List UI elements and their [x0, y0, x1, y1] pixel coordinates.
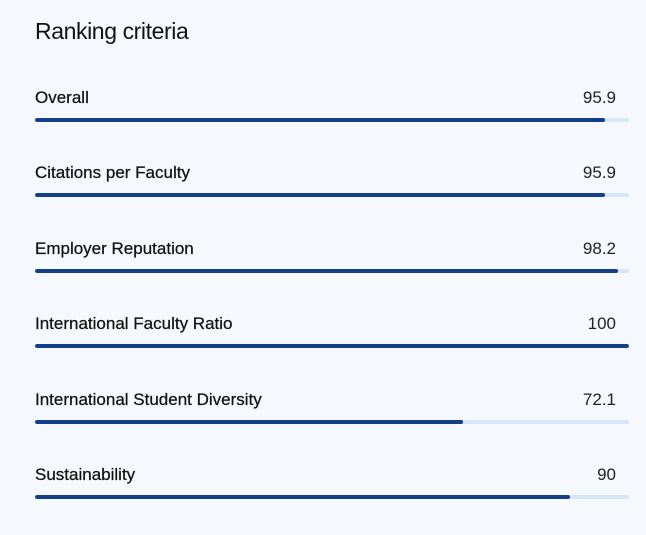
progress-track — [35, 118, 629, 122]
section-title: Ranking criteria — [35, 18, 189, 44]
criterion-row-employer-reputation: Employer Reputation 98.2 — [35, 239, 629, 279]
criterion-row-sustainability: Sustainability 90 — [35, 465, 629, 505]
criterion-label: Overall — [35, 88, 89, 107]
criterion-label: Employer Reputation — [35, 239, 194, 258]
criterion-row-overall: Overall 95.9 — [35, 88, 629, 128]
criterion-row-citations-per-faculty: Citations per Faculty 95.9 — [35, 163, 629, 203]
criterion-label: Sustainability — [35, 465, 136, 484]
progress-fill — [35, 344, 629, 348]
criterion-label: International Faculty Ratio — [35, 314, 233, 333]
progress-fill — [35, 269, 619, 273]
criterion-score: 98.2 — [582, 239, 616, 258]
progress-track — [35, 420, 629, 424]
progress-track — [35, 193, 629, 197]
progress-fill — [35, 118, 605, 122]
progress-fill — [35, 420, 464, 424]
criterion-score: 72.1 — [582, 390, 616, 409]
progress-fill — [35, 193, 605, 197]
criterion-score: 100 — [587, 314, 616, 333]
criterion-row-international-faculty-ratio: International Faculty Ratio 100 — [35, 314, 629, 354]
criterion-row-international-student-diversity: International Student Diversity 72.1 — [35, 390, 629, 430]
criterion-label: International Student Diversity — [35, 390, 262, 409]
progress-track — [35, 495, 629, 499]
criterion-score: 95.9 — [582, 163, 616, 182]
criterion-score: 95.9 — [582, 88, 616, 107]
progress-track — [35, 344, 629, 348]
criterion-label: Citations per Faculty — [35, 163, 190, 182]
progress-track — [35, 269, 629, 273]
progress-fill — [35, 495, 570, 499]
criterion-score: 90 — [597, 465, 616, 484]
